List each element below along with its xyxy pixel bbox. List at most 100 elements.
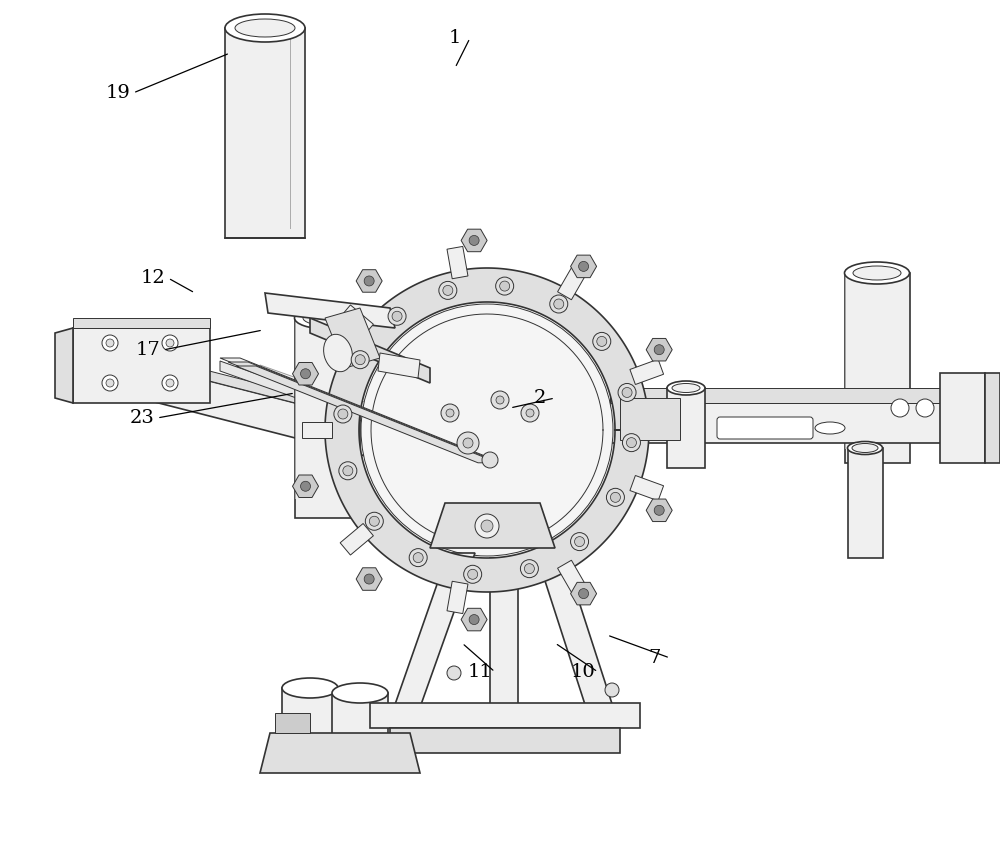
FancyBboxPatch shape (717, 417, 813, 439)
Circle shape (413, 553, 423, 562)
Text: 17: 17 (136, 341, 160, 359)
Polygon shape (265, 293, 395, 328)
Circle shape (392, 311, 402, 321)
Circle shape (106, 339, 114, 347)
Ellipse shape (294, 307, 360, 329)
Polygon shape (55, 328, 73, 403)
Polygon shape (236, 366, 498, 463)
Circle shape (364, 276, 374, 286)
Circle shape (496, 277, 514, 295)
Polygon shape (356, 270, 382, 293)
Ellipse shape (844, 262, 910, 284)
Circle shape (464, 566, 482, 583)
Ellipse shape (848, 442, 883, 455)
Ellipse shape (324, 334, 352, 371)
Circle shape (524, 564, 534, 573)
Circle shape (166, 339, 174, 347)
Circle shape (334, 405, 352, 423)
Text: 19: 19 (106, 84, 130, 102)
Ellipse shape (303, 310, 351, 326)
Circle shape (102, 375, 118, 391)
Polygon shape (302, 422, 332, 438)
Polygon shape (610, 403, 955, 443)
Polygon shape (100, 343, 510, 458)
Circle shape (365, 512, 383, 530)
Circle shape (457, 432, 479, 454)
Text: 11: 11 (468, 663, 492, 681)
Polygon shape (490, 558, 518, 728)
Polygon shape (646, 499, 672, 522)
Circle shape (481, 520, 493, 532)
Circle shape (605, 683, 619, 697)
Polygon shape (571, 583, 597, 605)
Polygon shape (260, 365, 500, 460)
Ellipse shape (672, 383, 700, 393)
Polygon shape (646, 338, 672, 361)
Circle shape (409, 549, 427, 566)
Polygon shape (73, 328, 210, 403)
Polygon shape (293, 362, 319, 385)
Polygon shape (340, 523, 373, 555)
Circle shape (579, 589, 589, 599)
Polygon shape (370, 703, 640, 728)
Polygon shape (100, 353, 510, 493)
Circle shape (369, 516, 379, 527)
Circle shape (447, 666, 461, 680)
Circle shape (469, 236, 479, 245)
Circle shape (468, 569, 478, 579)
Text: 12: 12 (141, 269, 165, 287)
Circle shape (500, 281, 510, 291)
Circle shape (364, 574, 374, 584)
Circle shape (593, 332, 611, 350)
Circle shape (162, 375, 178, 391)
Circle shape (441, 404, 459, 422)
Circle shape (916, 399, 934, 417)
Polygon shape (282, 688, 338, 748)
Circle shape (618, 383, 636, 401)
Polygon shape (325, 268, 649, 592)
Circle shape (106, 379, 114, 387)
Polygon shape (295, 318, 360, 518)
Polygon shape (571, 255, 597, 277)
Circle shape (339, 462, 357, 480)
Polygon shape (461, 608, 487, 631)
Circle shape (606, 488, 624, 506)
Circle shape (579, 261, 589, 271)
Polygon shape (378, 353, 420, 378)
Circle shape (482, 452, 498, 468)
Circle shape (301, 369, 311, 379)
Polygon shape (228, 362, 494, 460)
Circle shape (654, 505, 664, 516)
Polygon shape (848, 448, 883, 558)
Polygon shape (275, 713, 310, 733)
Polygon shape (558, 265, 586, 299)
Circle shape (355, 354, 365, 365)
Polygon shape (332, 693, 388, 753)
Ellipse shape (815, 422, 845, 434)
Circle shape (443, 286, 453, 295)
Circle shape (102, 335, 118, 351)
Polygon shape (225, 28, 305, 238)
Polygon shape (447, 581, 468, 614)
Polygon shape (293, 475, 319, 498)
Circle shape (575, 537, 585, 547)
Ellipse shape (225, 14, 305, 42)
Circle shape (475, 514, 499, 538)
Polygon shape (340, 305, 373, 337)
Polygon shape (558, 561, 586, 594)
Polygon shape (461, 229, 487, 252)
Polygon shape (447, 247, 468, 279)
Circle shape (526, 409, 534, 417)
Circle shape (571, 533, 589, 550)
Circle shape (388, 307, 406, 326)
Circle shape (338, 409, 348, 419)
Circle shape (622, 433, 640, 452)
Circle shape (469, 615, 479, 625)
Polygon shape (220, 358, 490, 458)
Polygon shape (667, 388, 705, 468)
Polygon shape (310, 318, 430, 383)
Text: 7: 7 (649, 649, 661, 667)
Ellipse shape (332, 683, 388, 703)
Ellipse shape (853, 266, 901, 280)
Circle shape (351, 351, 369, 369)
